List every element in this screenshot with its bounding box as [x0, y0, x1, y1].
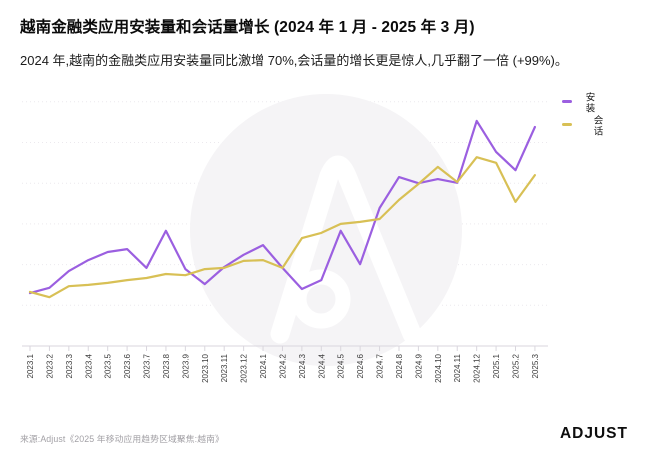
x-tick-label: 2023.6 — [123, 353, 132, 378]
x-tick-label: 2024.3 — [298, 353, 307, 378]
source-caption: 来源:Adjust《2025 年移动应用趋势区域聚焦:越南》 — [20, 434, 224, 444]
x-tick-label: 2024.7 — [376, 353, 385, 378]
legend-label-sessions: 会话 — [591, 115, 603, 137]
x-tick-label: 2024.9 — [414, 353, 423, 378]
x-tick-label: 2023.10 — [201, 353, 210, 382]
x-tick-label: 2023.9 — [181, 353, 190, 378]
x-tick-label: 2023.11 — [220, 353, 229, 382]
x-tick-label: 2023.12 — [240, 353, 249, 382]
x-tick-label: 2024.1 — [259, 353, 268, 378]
x-tick-label: 2023.4 — [84, 353, 93, 378]
x-tick-label: 2023.2 — [45, 353, 54, 378]
x-tick-label: 2024.5 — [337, 353, 346, 378]
x-tick-label: 2024.6 — [356, 353, 365, 378]
x-axis: 2023.1 2023.2 2023.3 2023.4 2023.5 2023.6 2023… — [22, 345, 548, 383]
x-tick-label: 2023.1 — [26, 353, 35, 378]
adjust-logo: ADJUST — [559, 425, 628, 442]
chart-subtitle: 2024 年,越南的金融类应用安装量同比激增 70%,会话量的增长更是惊人,几乎… — [20, 53, 568, 68]
x-tick-label: 2023.7 — [143, 353, 152, 378]
x-tick-label: 2025.1 — [492, 353, 501, 378]
x-tick-label: 2024.4 — [317, 353, 326, 378]
x-tick-label: 2025.3 — [531, 353, 540, 378]
legend-item-sessions: 会话 — [562, 115, 603, 137]
chart-legend: 安装 会话 — [558, 90, 628, 150]
x-tick-label: 2025.2 — [512, 353, 521, 378]
x-tick-label: 2023.5 — [104, 353, 113, 378]
x-tick-label: 2024.10 — [434, 353, 443, 382]
x-tick-label: 2024.2 — [278, 353, 287, 378]
x-tick-label: 2023.8 — [162, 353, 171, 378]
chart-title: 越南金融类应用安装量和会话量增长 (2024 年 1 月 - 2025 年 3 … — [20, 19, 475, 36]
series-sessions-line — [28, 156, 537, 299]
legend-item-installs: 安装 — [562, 92, 595, 114]
x-tick-label: 2024.8 — [395, 353, 404, 378]
legend-label-installs: 安装 — [583, 92, 595, 114]
x-tick-label: 2023.3 — [65, 353, 74, 378]
x-tick-label: 2024.11 — [453, 353, 462, 382]
installs-line-swatch-icon — [562, 100, 572, 103]
x-tick-label: 2024.12 — [473, 353, 482, 382]
sessions-line-swatch-icon — [562, 123, 572, 126]
